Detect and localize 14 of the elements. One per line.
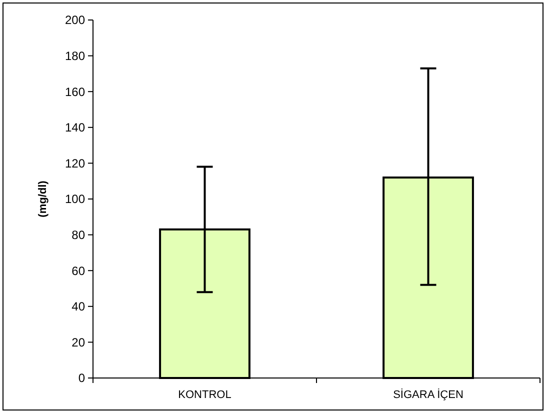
y-tick-label: 0 — [78, 371, 86, 386]
x-tick-label: KONTROL — [178, 389, 232, 401]
y-tick-label: 200 — [64, 13, 86, 28]
y-tick-label: 120 — [64, 156, 86, 170]
y-axis-title: (mg/dl) — [37, 180, 49, 218]
y-tick-label: 180 — [64, 49, 86, 63]
y-tick-label: 160 — [64, 84, 86, 99]
x-tick-label: SİGARA İÇEN — [393, 388, 464, 401]
y-tick-label: 40 — [72, 300, 86, 314]
y-tick-label: 80 — [72, 228, 86, 242]
y-tick-label: 20 — [72, 335, 86, 350]
y-tick-label: 140 — [64, 120, 86, 135]
y-tick-label: 60 — [72, 264, 86, 278]
y-tick-label: 100 — [64, 192, 86, 206]
